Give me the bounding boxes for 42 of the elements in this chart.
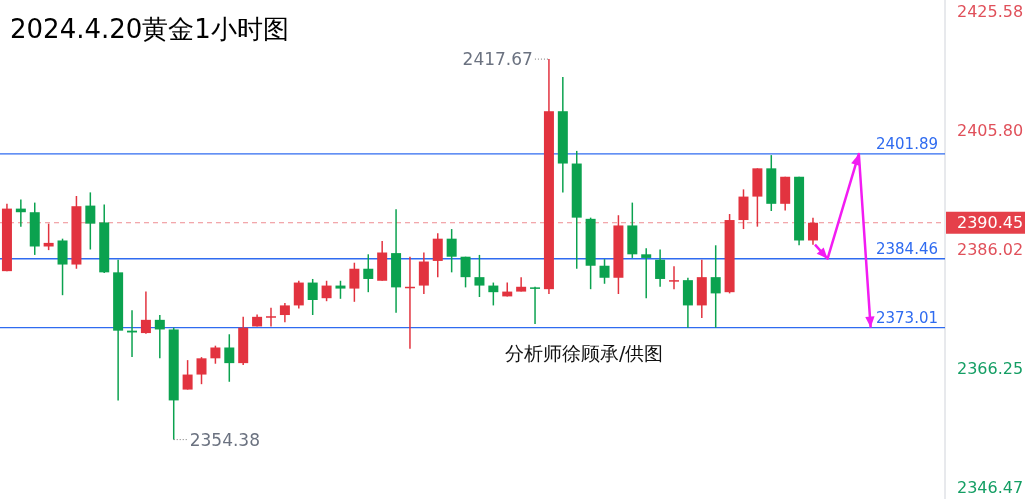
candlestick: [279, 302, 290, 323]
candlestick: [321, 280, 332, 302]
candlestick: [807, 216, 818, 246]
candlestick: [224, 333, 235, 383]
candlestick: [655, 248, 666, 288]
candlestick: [530, 286, 541, 325]
candlestick: [196, 356, 207, 385]
candlestick: [432, 232, 443, 278]
candlestick: [710, 244, 721, 329]
y-tick-label: 2366.25: [957, 358, 1024, 378]
y-tick-label: 2346.47: [957, 477, 1024, 497]
candlestick: [446, 228, 457, 274]
candlestick: [738, 188, 749, 230]
candlestick: [335, 280, 346, 300]
candlestick: [154, 314, 165, 360]
candlestick: [307, 278, 318, 316]
candlestick: [293, 280, 304, 310]
annotation: 2354.38: [189, 429, 261, 450]
ref-line-label: 2373.01: [875, 308, 938, 327]
annotation: 2417.67: [462, 49, 533, 70]
candlestick: [641, 247, 652, 299]
candlestick: [182, 359, 193, 391]
candlestick: [363, 253, 374, 293]
candlestick: [474, 254, 485, 298]
candlestick: [669, 265, 680, 290]
ref-line-label: 2401.89: [875, 134, 938, 153]
y-tick-label: 2425.58: [957, 2, 1024, 22]
candlestick: [349, 261, 360, 303]
candlestick: [265, 307, 276, 328]
candlestick: [85, 191, 96, 251]
ref-line-label: 2384.46: [875, 239, 938, 258]
candlestick: [210, 344, 221, 365]
candlestick: [460, 255, 471, 289]
candlestick: [140, 290, 151, 335]
text: 2024.4.20黄金1小时图: [10, 14, 289, 44]
annotation: 分析师徐顾承/供图: [505, 342, 664, 364]
y-tick-label: 2405.80: [957, 121, 1024, 141]
y-tick-label: 2386.02: [957, 239, 1024, 259]
ref-line-label: 2390.45: [957, 213, 1024, 233]
candlestick: [488, 281, 499, 307]
candlestick: [516, 276, 527, 293]
candlestick: [599, 258, 610, 285]
